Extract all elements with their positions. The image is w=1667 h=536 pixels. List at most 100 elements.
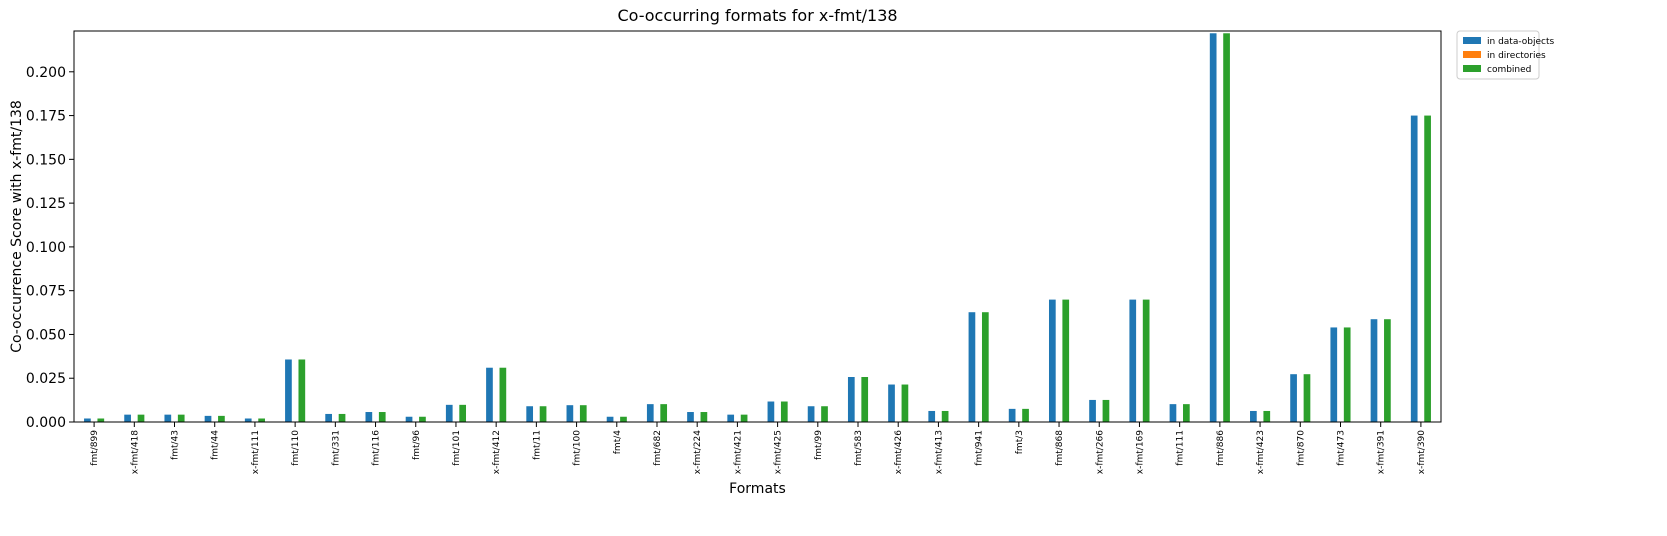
- bar: [97, 418, 105, 422]
- bar: [700, 412, 708, 422]
- bar: [606, 416, 614, 422]
- bar: [218, 415, 225, 422]
- bar: [727, 414, 735, 422]
- x-tick-label: fmt/473: [1336, 430, 1346, 466]
- bar: [445, 404, 453, 422]
- x-tick-label: fmt/4: [613, 430, 623, 454]
- x-tick-label: fmt/682: [653, 430, 663, 466]
- x-tick-label: fmt/870: [1296, 430, 1306, 466]
- bar: [1424, 115, 1431, 422]
- bar: [861, 376, 869, 422]
- x-tick-label: x-fmt/390: [1417, 430, 1427, 475]
- y-axis-title: Co-occurrence Score with x-fmt/138: [9, 100, 25, 353]
- x-tick-label: fmt/110: [291, 430, 301, 466]
- legend: in data-objects in directories combined: [1456, 30, 1554, 80]
- x-tick-label: fmt/43: [171, 430, 181, 460]
- y-tick-label: 0.100: [26, 240, 66, 256]
- y-tick-label: 0.150: [26, 152, 66, 168]
- bar: [1343, 327, 1351, 422]
- bar: [124, 414, 131, 422]
- bar: [204, 415, 212, 422]
- bar: [579, 405, 587, 422]
- bar: [1022, 408, 1029, 422]
- x-tick-label: fmt/99: [814, 430, 824, 460]
- bar: [499, 367, 507, 422]
- y-axis-ticks: 0.000 0.025 0.050 0.075 0.100 0.125 0.150 0.175…: [26, 65, 74, 431]
- bar: [338, 413, 346, 422]
- bar: [1102, 399, 1110, 422]
- x-tick-label: fmt/941: [975, 430, 985, 466]
- bar: [807, 406, 815, 422]
- chart-title: Co-occurring formats for x-fmt/138: [617, 6, 897, 25]
- bar: [646, 404, 654, 422]
- bar: [1250, 410, 1257, 422]
- bar: [258, 418, 265, 422]
- x-tick-label: fmt/116: [372, 430, 382, 466]
- bar: [1303, 374, 1311, 422]
- bar: [486, 367, 493, 422]
- bar: [177, 414, 185, 422]
- x-axis-title: Formats: [729, 481, 786, 497]
- bar: [1048, 299, 1056, 422]
- x-tick-label: fmt/101: [452, 430, 462, 466]
- x-tick-label: fmt/868: [1055, 430, 1065, 466]
- bar: [1384, 319, 1391, 422]
- bar: [941, 410, 949, 422]
- bar: [780, 401, 788, 422]
- bar: [968, 312, 976, 422]
- bar: [928, 410, 936, 422]
- bar: [419, 416, 426, 422]
- y-tick-label: 0.025: [26, 371, 66, 387]
- bar: [459, 404, 467, 422]
- y-tick-label: 0.125: [26, 196, 66, 212]
- bar: [1129, 299, 1137, 422]
- legend-swatch: [1463, 65, 1481, 72]
- x-tick-label: fmt/11: [532, 430, 542, 460]
- bar: [1370, 319, 1378, 422]
- bar: [981, 312, 989, 422]
- bar: [566, 405, 574, 422]
- bar: [1062, 299, 1070, 422]
- x-tick-label: x-fmt/391: [1377, 430, 1387, 474]
- x-tick-label: fmt/3: [1015, 430, 1025, 454]
- x-tick-label: x-fmt/413: [934, 430, 944, 474]
- bar: [1263, 410, 1271, 422]
- bar: [298, 359, 306, 422]
- bar: [84, 418, 91, 422]
- bar: [378, 412, 386, 422]
- x-tick-label: fmt/44: [211, 430, 221, 460]
- plot-frame: [73, 30, 1442, 423]
- bar: [164, 414, 172, 422]
- x-tick-label: x-fmt/266: [1095, 430, 1105, 475]
- bar: [620, 416, 627, 422]
- bar: [1410, 115, 1418, 422]
- bar: [539, 406, 547, 422]
- bar: [137, 414, 145, 422]
- y-tick-label: 0.050: [26, 327, 66, 343]
- bar: [1183, 404, 1190, 422]
- x-tick-label: fmt/886: [1216, 430, 1226, 466]
- bar: [821, 406, 828, 422]
- bar: [901, 384, 909, 422]
- legend-swatch: [1463, 51, 1481, 58]
- x-tick-label: x-fmt/423: [1256, 430, 1266, 474]
- bar: [1089, 399, 1096, 422]
- x-tick-label: x-fmt/169: [1135, 430, 1145, 475]
- legend-swatch: [1463, 37, 1481, 44]
- bar: [244, 418, 252, 422]
- bar: [1290, 374, 1297, 422]
- bar: [1008, 408, 1016, 422]
- x-tick-label: x-fmt/425: [774, 430, 784, 474]
- x-tick-label: x-fmt/418: [130, 430, 140, 475]
- x-axis-ticks: fmt/899 x-fmt/418 fmt/43 fmt/44 x-fmt/111 fmt…: [90, 422, 1427, 474]
- x-tick-label: fmt/96: [412, 430, 422, 460]
- legend-label: in data-objects: [1487, 37, 1554, 47]
- x-tick-label: fmt/100: [573, 430, 583, 466]
- bar: [1142, 299, 1150, 422]
- bar: [888, 384, 895, 422]
- y-tick-label: 0.200: [26, 65, 66, 81]
- x-tick-label: x-fmt/224: [693, 430, 703, 475]
- x-tick-label: fmt/111: [1176, 430, 1186, 466]
